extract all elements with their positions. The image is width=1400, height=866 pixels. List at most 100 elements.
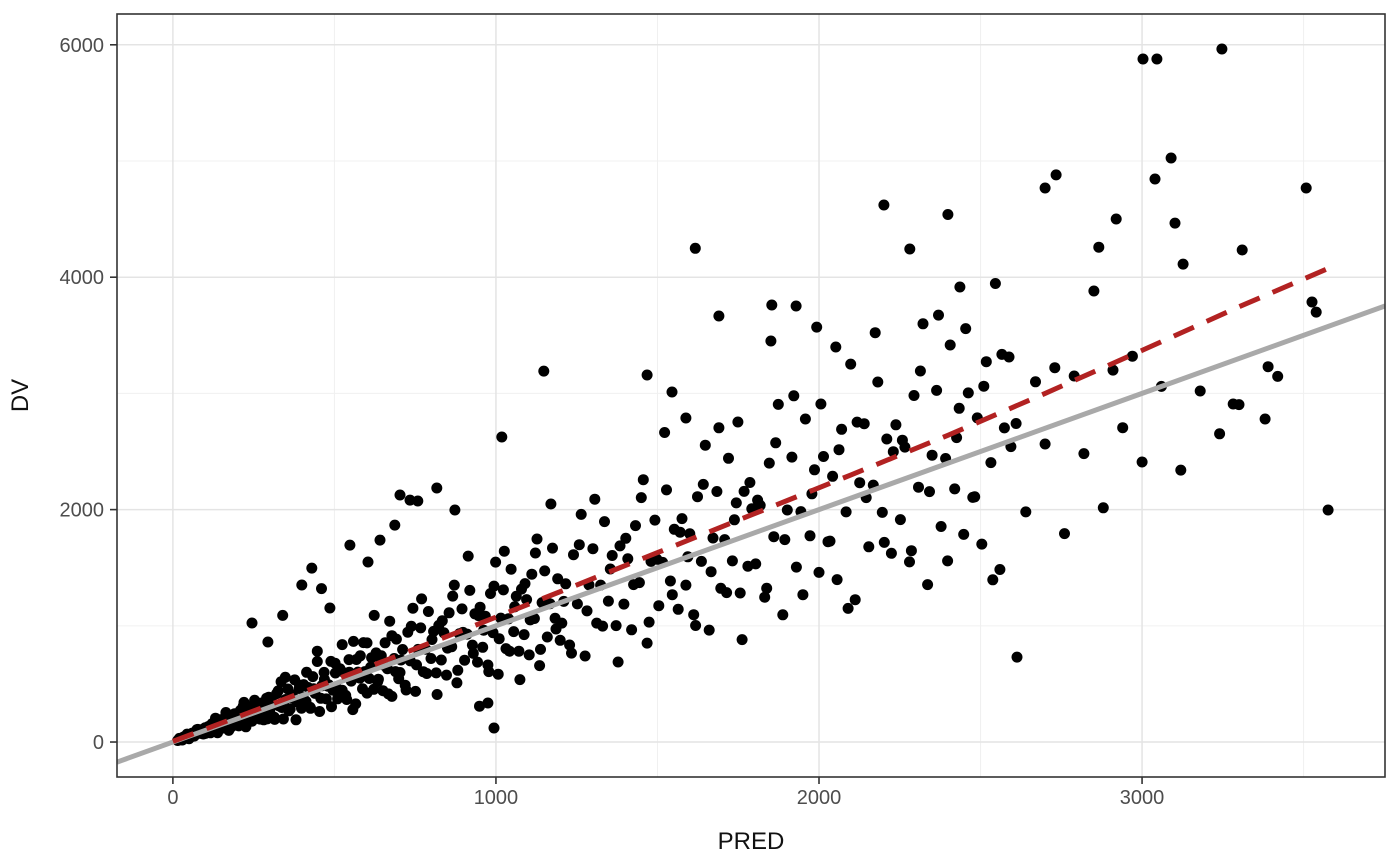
data-point (653, 600, 665, 612)
data-point (435, 654, 447, 666)
data-point (637, 474, 649, 486)
data-point (448, 579, 460, 591)
data-point (368, 609, 380, 621)
data-point (831, 574, 843, 586)
y-tick-label: 4000 (60, 267, 105, 289)
y-axis-title: DV (7, 379, 34, 412)
data-point (987, 574, 999, 586)
data-point (730, 497, 742, 509)
data-point (1151, 53, 1163, 65)
data-point (560, 578, 572, 590)
data-point (680, 412, 692, 424)
data-point (881, 433, 893, 445)
data-point (521, 594, 533, 606)
data-point (589, 493, 601, 505)
data-point (626, 624, 638, 636)
data-point (505, 563, 517, 575)
data-point (451, 677, 463, 689)
data-point (1259, 413, 1271, 425)
data-point (738, 485, 750, 497)
data-point (830, 341, 842, 353)
data-point (410, 685, 421, 697)
data-point (763, 457, 775, 469)
data-point (447, 590, 459, 602)
data-point (407, 602, 419, 614)
data-point (994, 564, 1006, 575)
data-point (989, 278, 1001, 289)
data-point (849, 594, 861, 606)
data-point (329, 657, 341, 669)
data-point (246, 617, 258, 629)
data-point (534, 660, 546, 672)
data-point (498, 545, 510, 557)
data-point (1300, 182, 1312, 194)
data-point (676, 513, 688, 525)
data-point (664, 575, 676, 587)
data-point (262, 636, 274, 648)
data-point (441, 669, 452, 681)
data-point (649, 514, 661, 526)
data-point (734, 587, 746, 599)
data-point (890, 419, 902, 431)
data-point (1010, 418, 1022, 429)
data-point (768, 531, 780, 543)
data-point (394, 489, 406, 501)
data-point (579, 650, 591, 662)
data-point (690, 620, 702, 631)
data-point (1272, 370, 1284, 382)
data-point (597, 620, 609, 632)
data-point (449, 504, 461, 516)
data-point (358, 637, 369, 649)
data-point (833, 444, 845, 456)
data-point (688, 609, 700, 621)
data-point (523, 649, 535, 661)
data-point (474, 700, 485, 712)
data-point (311, 656, 323, 667)
panel-border (116, 13, 1386, 778)
data-point (316, 583, 327, 595)
data-point (761, 582, 773, 594)
data-point (473, 610, 484, 622)
data-point (405, 620, 417, 632)
data-point (443, 607, 455, 619)
data-point (1169, 217, 1181, 229)
data-point (524, 614, 536, 626)
data-point (894, 514, 906, 526)
data-point (744, 477, 756, 488)
data-point (1117, 422, 1129, 434)
data-point (336, 639, 348, 651)
data-point (1107, 364, 1119, 376)
data-point (304, 701, 316, 713)
data-point (661, 484, 672, 496)
data-point (411, 659, 422, 671)
data-point (1165, 152, 1177, 164)
data-point (1306, 296, 1318, 308)
data-point (483, 666, 495, 678)
data-point (926, 449, 938, 461)
data-point (933, 309, 944, 321)
data-point (777, 609, 789, 621)
data-point (689, 242, 701, 254)
data-point (770, 437, 782, 449)
data-point (985, 457, 997, 469)
data-point (508, 626, 520, 638)
data-point (732, 416, 744, 428)
data-point (488, 580, 500, 592)
y-tick-label: 6000 (60, 35, 105, 57)
data-point (788, 390, 800, 402)
data-point (1214, 428, 1226, 440)
data-point (575, 508, 587, 520)
data-point (876, 506, 888, 518)
data-point (581, 605, 593, 617)
data-point (397, 644, 409, 655)
data-point (290, 714, 302, 726)
data-point (529, 547, 541, 559)
data-point (464, 584, 476, 596)
data-point (279, 671, 291, 683)
data-point (348, 635, 359, 647)
data-point (721, 587, 733, 599)
data-point (477, 641, 489, 653)
data-point (277, 609, 289, 621)
data-point (472, 656, 483, 668)
